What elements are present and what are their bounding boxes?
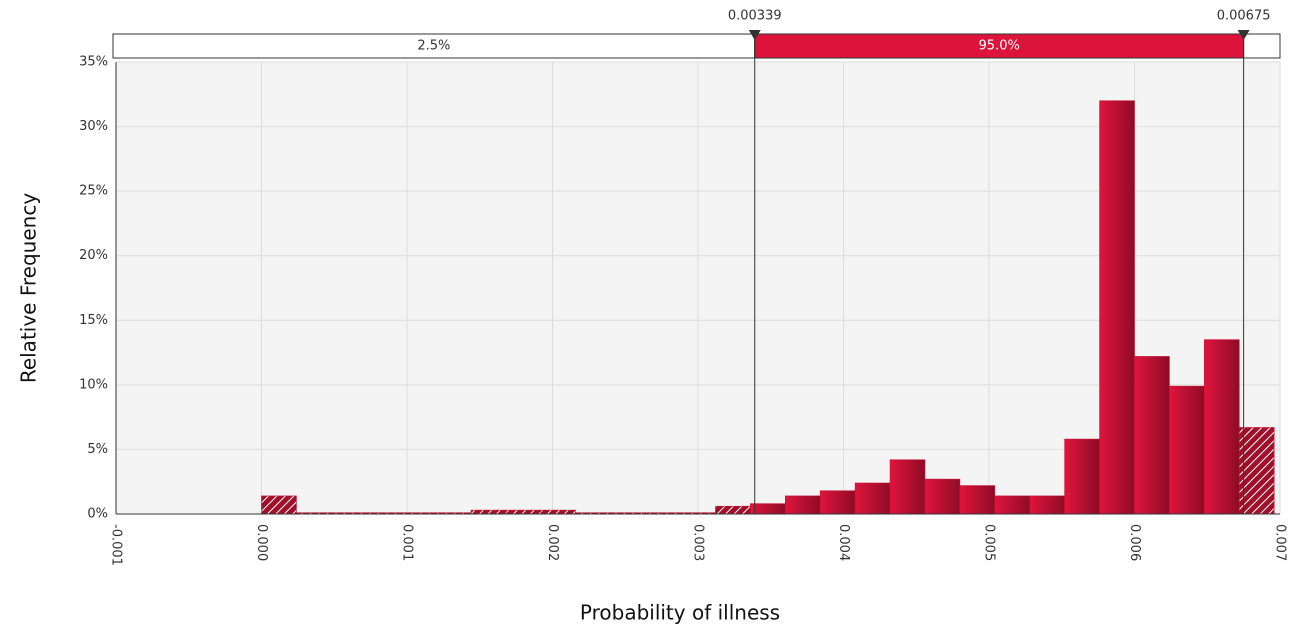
- y-tick-label: 25%: [79, 184, 108, 199]
- x-tick-label: 0.002: [545, 524, 560, 561]
- x-tick-label: 0.004: [836, 524, 851, 561]
- x-tick-label: 0.003: [691, 524, 706, 561]
- bar: [959, 485, 996, 515]
- band-left: [112, 33, 756, 59]
- bar: [750, 503, 786, 515]
- x-tick-label: 0.005: [982, 524, 997, 561]
- x-tick-label: 0.001: [400, 524, 415, 561]
- bar: [784, 495, 821, 515]
- bar: [540, 509, 577, 515]
- y-tick-label: 20%: [79, 248, 108, 263]
- bar: [1064, 438, 1100, 515]
- bar: [1099, 100, 1135, 515]
- bar: [889, 459, 926, 515]
- x-tick-label: 0.006: [1127, 524, 1142, 561]
- bar: [1029, 495, 1065, 515]
- y-tick-label: 10%: [79, 377, 108, 392]
- delimiter-marker: [748, 30, 761, 40]
- bar: [994, 495, 1031, 515]
- y-axis-title: Relative Frequency: [17, 193, 41, 383]
- band-label: 2.5%: [417, 39, 450, 54]
- bar: [1169, 385, 1205, 515]
- bar: [854, 482, 891, 515]
- bar: [1134, 356, 1170, 515]
- bar: [470, 509, 507, 515]
- bar: [924, 478, 961, 515]
- y-tick-label: 35%: [79, 55, 108, 70]
- delimiter-marker: [1237, 30, 1250, 40]
- bar: [261, 495, 297, 515]
- delimiter-label: 0.00675: [1217, 9, 1271, 24]
- bar: [505, 509, 542, 515]
- x-tick-label: -0.001: [109, 524, 124, 566]
- bar: [1238, 427, 1275, 515]
- x-tick-label: 0.000: [254, 524, 269, 561]
- bar: [1204, 339, 1240, 515]
- y-tick-label: 0%: [87, 507, 108, 522]
- band-right: [1243, 33, 1281, 59]
- x-tick-label: 0.007: [1273, 524, 1288, 561]
- bar: [819, 490, 856, 515]
- x-axis-title: Probability of illness: [580, 601, 780, 625]
- delimiter-label: 0.00339: [728, 9, 782, 24]
- y-tick-label: 30%: [79, 119, 108, 134]
- bar: [715, 505, 751, 515]
- band-label: 95.0%: [979, 39, 1020, 54]
- y-tick-label: 15%: [79, 313, 108, 328]
- y-tick-label: 5%: [87, 442, 108, 457]
